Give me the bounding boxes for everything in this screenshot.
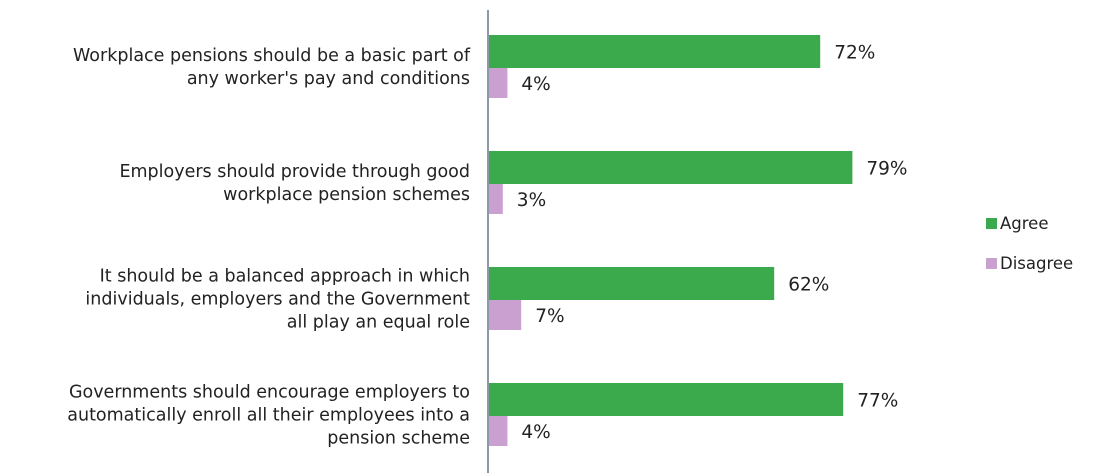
category-label-line: It should be a balanced approach in whic… [100,267,470,287]
category-labels: Workplace pensions should be a basic par… [67,46,471,449]
legend-swatch-agree [986,218,997,229]
category-label-line: Employers should provide through good [119,162,470,182]
disagree-value-label: 7% [535,306,564,327]
disagree-value-label: 4% [521,422,550,443]
category-label: Employers should provide through good wor… [119,162,470,205]
disagree-bar [489,68,508,98]
disagree-bar [489,300,522,330]
disagree-value-label: 3% [517,190,546,211]
disagree-bar [489,416,508,446]
category-label: It should be a balanced approach in whic… [85,267,470,333]
category-label-line: workplace pension schemes [223,185,470,205]
agree-value-label: 72% [834,43,875,64]
category-label-line: any worker's pay and conditions [187,69,470,89]
disagree-value-label: 4% [521,74,550,95]
agree-bar [489,267,775,300]
agree-value-label: 79% [866,159,907,180]
agree-value-label: 62% [788,275,829,296]
legend-label-disagree: Disagree [1000,254,1073,273]
category-label-line: automatically enroll all their employees… [67,406,470,426]
agree-bar [489,383,844,416]
legend-swatch-disagree [986,258,997,269]
category-label-line: individuals, employers and the Governmen… [85,290,470,310]
bars-group [489,35,853,446]
category-label-line: pension scheme [327,429,470,449]
agree-bar [489,151,853,184]
category-label-line: Governments should encourage employers t… [69,383,470,403]
category-label: Workplace pensions should be a basic par… [73,46,471,89]
category-label: Governments should encourage employers t… [67,383,470,449]
legend: Agree Disagree [986,214,1073,273]
legend-label-agree: Agree [1000,214,1049,233]
agree-value-label: 77% [857,391,898,412]
disagree-bar [489,184,503,214]
category-label-line: Workplace pensions should be a basic par… [73,46,471,66]
value-labels: 72% 79% 62% 77% 4% 3% 7% 4% [517,43,908,444]
agree-bar [489,35,821,68]
category-label-line: all play an equal role [287,313,470,333]
